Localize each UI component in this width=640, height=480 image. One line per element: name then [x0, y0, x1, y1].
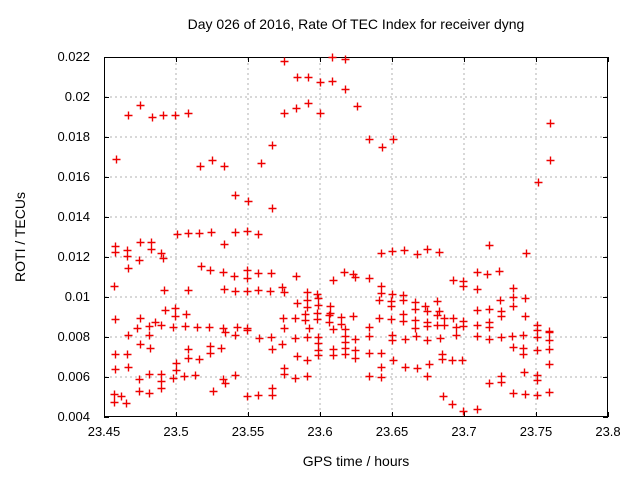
- y-tick-label: 0.012: [57, 249, 90, 264]
- x-tick-label: 23.8: [595, 424, 621, 439]
- x-tick-label: 23.7: [451, 424, 477, 439]
- x-tick-label: 23.5: [163, 424, 189, 439]
- x-tick-label: 23.45: [87, 424, 121, 439]
- x-axis-title: GPS time / hours: [302, 453, 410, 469]
- y-tick-label: 0.008: [57, 329, 90, 344]
- y-tick-label: 0.018: [57, 129, 90, 144]
- y-tick-label: 0.02: [64, 89, 90, 104]
- y-tick-label: 0.014: [57, 209, 90, 224]
- y-tick-label: 0.006: [57, 369, 90, 384]
- chart-title: Day 026 of 2016, Rate Of TEC Index for r…: [187, 16, 525, 32]
- x-tick-label: 23.75: [519, 424, 553, 439]
- y-tick-label: 0.01: [64, 289, 90, 304]
- plot-border: [104, 57, 608, 417]
- y-tick-label: 0.022: [57, 49, 90, 64]
- x-tick-label: 23.55: [231, 424, 265, 439]
- y-tick-label: 0.016: [57, 169, 90, 184]
- axis-ticks: [104, 57, 609, 418]
- x-tick-label: 23.65: [375, 424, 409, 439]
- x-tick-label: 23.6: [307, 424, 333, 439]
- data-points: [110, 53, 555, 416]
- y-tick-label: 0.004: [57, 409, 90, 424]
